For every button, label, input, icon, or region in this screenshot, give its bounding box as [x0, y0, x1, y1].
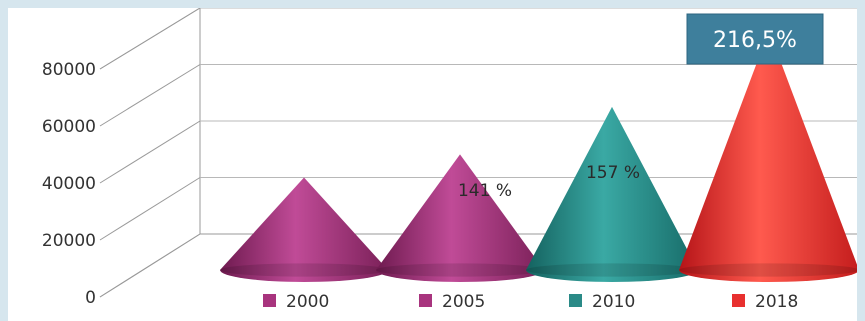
- y-axis-ticks: 0 20000 40000 60000 80000: [42, 60, 96, 308]
- y-tick-label: 0: [85, 288, 96, 308]
- chart-panel: 0 20000 40000 60000 80000 141 % 157 % 216,5% 2…: [8, 8, 857, 321]
- legend-item-2005: 2005: [419, 292, 485, 312]
- y-tick-label: 80000: [42, 60, 96, 80]
- cone-2000: [220, 177, 388, 282]
- side-gridline: [99, 177, 201, 241]
- highlight-label-2018: 216,5%: [686, 13, 824, 65]
- legend-label: 2000: [286, 292, 329, 312]
- cone-base-shade: [376, 263, 544, 277]
- legend-item-2010: 2010: [569, 292, 635, 312]
- cone-base-shade: [526, 263, 698, 277]
- legend-swatch: [263, 294, 276, 307]
- y-tick-label: 60000: [42, 117, 96, 137]
- y-tick-label: 40000: [42, 174, 96, 194]
- highlight-box: [686, 13, 824, 65]
- legend-item-2018: 2018: [732, 292, 798, 312]
- legend-label: 2005: [442, 292, 485, 312]
- legend-swatch: [419, 294, 432, 307]
- data-label-2010: 157 %: [586, 163, 640, 183]
- legend-item-2000: 2000: [263, 292, 329, 312]
- side-wall-top-edge: [99, 8, 201, 70]
- y-tick-label: 20000: [42, 231, 96, 251]
- cone-2010: [526, 106, 698, 282]
- highlight-text: 216,5%: [713, 28, 797, 53]
- legend-swatch: [569, 294, 582, 307]
- cone-base-shade: [220, 263, 388, 277]
- legend-swatch: [732, 294, 745, 307]
- side-gridline: [99, 233, 201, 298]
- cones: [220, 30, 857, 282]
- cone-2005: [376, 154, 544, 282]
- legend: 2000 2005 2010 2018: [263, 292, 798, 312]
- cone-2018: [679, 30, 857, 282]
- data-label-2005: 141 %: [458, 181, 512, 201]
- legend-label: 2018: [755, 292, 798, 312]
- data-labels: 141 % 157 % 216,5%: [458, 13, 824, 201]
- cone-chart: 0 20000 40000 60000 80000 141 % 157 % 216,5% 2…: [42, 8, 857, 312]
- legend-label: 2010: [592, 292, 635, 312]
- cone-base-shade: [679, 263, 857, 277]
- side-gridline: [99, 64, 201, 127]
- side-gridline: [99, 120, 201, 184]
